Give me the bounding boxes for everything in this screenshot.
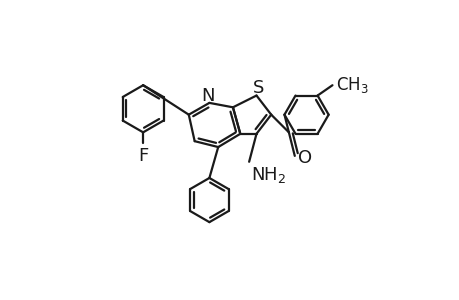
Text: CH$_3$: CH$_3$	[335, 75, 368, 95]
Text: N: N	[201, 87, 214, 105]
Text: NH$_2$: NH$_2$	[250, 165, 285, 185]
Text: F: F	[138, 147, 148, 165]
Text: S: S	[252, 80, 263, 98]
Text: O: O	[297, 149, 311, 167]
